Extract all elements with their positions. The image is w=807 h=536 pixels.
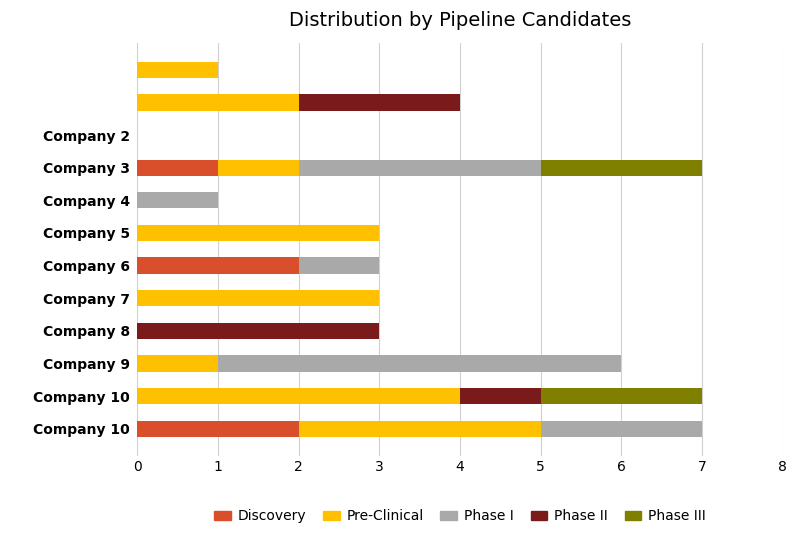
Bar [299,257,379,274]
Bar [137,94,299,110]
Bar [137,323,379,339]
Legend: Discovery, Pre-Clinical, Phase I, Phase II, Phase III: Discovery, Pre-Clinical, Phase I, Phase … [208,504,712,529]
Bar [137,290,379,307]
Bar [299,94,460,110]
Bar [137,257,299,274]
Bar [137,388,460,404]
Bar [541,160,702,176]
Bar [137,421,299,437]
Bar [218,355,621,371]
Bar [218,160,299,176]
Bar [137,160,218,176]
Bar [137,355,218,371]
Bar [460,388,541,404]
Bar [541,421,702,437]
Bar [137,62,218,78]
Title: Distribution by Pipeline Candidates: Distribution by Pipeline Candidates [289,11,631,30]
Bar [137,192,218,209]
Bar [137,225,379,241]
Bar [541,388,702,404]
Bar [299,160,541,176]
Bar [299,421,541,437]
